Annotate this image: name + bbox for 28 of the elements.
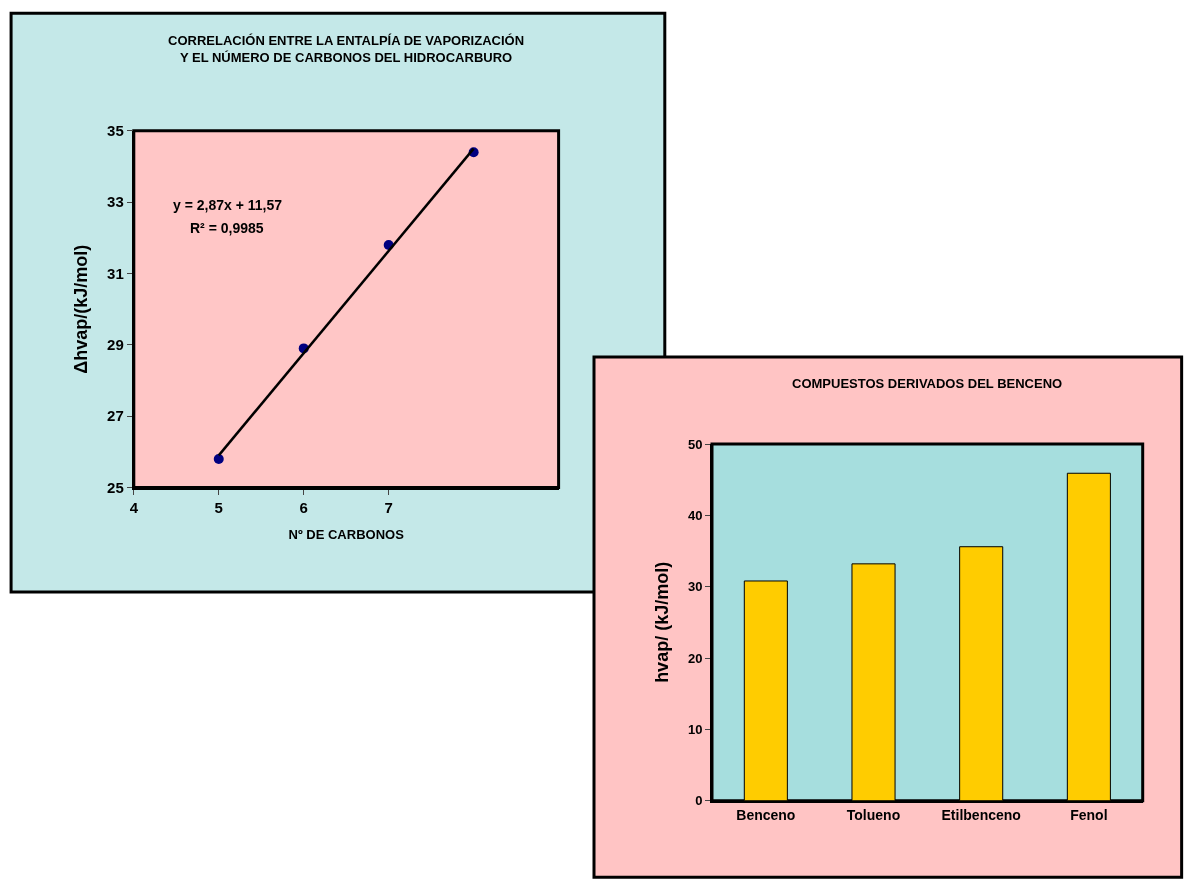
y-tick-label: 35 [107, 122, 124, 140]
y-tick-label: 0 [695, 793, 703, 809]
chart-title: CORRELACIÓN ENTRE LA ENTALPÍA DE VAPORIZACIÓN Y EL NÚMERO DE CARBONOS DEL HIDROCARBURO [168, 33, 525, 65]
y-tick-label: 30 [687, 579, 703, 595]
x-tick-label: 5 [214, 498, 223, 516]
y-tick-label: 50 [687, 436, 703, 452]
x-tick-label: 4 [129, 498, 139, 516]
x-tick-label: Fenol [1070, 806, 1108, 823]
chart-title: COMPUESTOS DERIVADOS DEL BENCENO [792, 376, 1063, 391]
y-tick-label: 27 [107, 407, 124, 425]
x-tick-label: Tolueno [846, 806, 901, 823]
annotation: R² = 0,9985 [190, 220, 264, 236]
y-axis-title: Δhvap/(kJ/mol) [70, 244, 91, 374]
x-tick-label: Etilbenceno [941, 806, 1021, 823]
y-tick-label: 33 [107, 193, 124, 211]
y-tick-label: 10 [687, 721, 703, 737]
x-tick-label: Benceno [736, 806, 796, 823]
point [213, 453, 224, 464]
annotation: y = 2,87x + 11,57 [173, 197, 283, 213]
x-axis-title: Nº DE CARBONOS [288, 526, 405, 542]
y-axis-title: hvap/ (kJ/mol) [651, 561, 672, 683]
y-tick-label: 31 [107, 264, 124, 282]
y-tick-label: 20 [687, 650, 703, 666]
x-tick-label: 7 [384, 498, 393, 516]
y-tick-label: 29 [107, 336, 124, 354]
y-tick-label: 25 [107, 478, 124, 496]
y-tick-label: 40 [687, 507, 703, 523]
x-tick-label: 6 [299, 498, 308, 516]
